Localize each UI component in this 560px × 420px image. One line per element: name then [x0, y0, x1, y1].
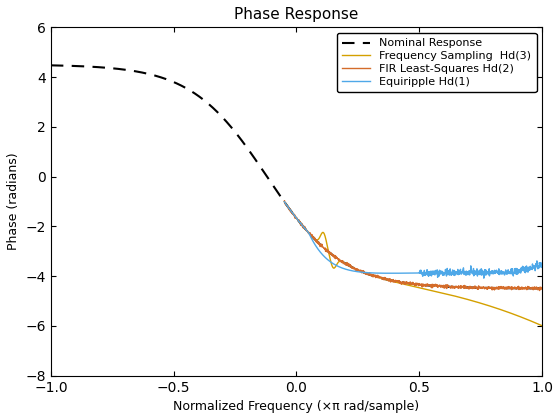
- Line: Nominal Response: Nominal Response: [51, 66, 542, 289]
- Title: Phase Response: Phase Response: [234, 7, 358, 22]
- FIR Least-Squares Hd(2): [286, 207, 293, 212]
- Frequency Sampling  Hd(3): [434, 289, 441, 294]
- Y-axis label: Phase (radians): Phase (radians): [7, 152, 20, 250]
- Frequency Sampling  Hd(3): [524, 317, 531, 322]
- Nominal Response: [48, 63, 54, 68]
- Equiripple Hd(1): [286, 207, 293, 212]
- Equiripple Hd(1): [524, 265, 531, 270]
- Nominal Response: [273, 188, 280, 193]
- Equiripple Hd(1): [539, 265, 545, 270]
- FIR Least-Squares Hd(2): [524, 286, 531, 291]
- Legend: Nominal Response, Frequency Sampling  Hd(3), FIR Least-Squares Hd(2), Equiripple: Nominal Response, Frequency Sampling Hd(…: [337, 33, 536, 92]
- FIR Least-Squares Hd(2): [525, 284, 531, 289]
- FIR Least-Squares Hd(2): [539, 285, 545, 290]
- Frequency Sampling  Hd(3): [525, 317, 531, 322]
- Nominal Response: [524, 286, 531, 291]
- FIR Least-Squares Hd(2): [434, 282, 441, 287]
- Equiripple Hd(1): [525, 266, 531, 271]
- Nominal Response: [73, 63, 80, 68]
- Nominal Response: [525, 286, 531, 291]
- Line: Frequency Sampling  Hd(3): Frequency Sampling Hd(3): [284, 202, 542, 326]
- Nominal Response: [286, 207, 293, 212]
- Line: FIR Least-Squares Hd(2): FIR Least-Squares Hd(2): [284, 201, 542, 291]
- Equiripple Hd(1): [434, 275, 441, 280]
- X-axis label: Normalized Frequency (×π rad/sample): Normalized Frequency (×π rad/sample): [174, 400, 419, 413]
- Nominal Response: [434, 284, 441, 289]
- Frequency Sampling  Hd(3): [539, 323, 545, 328]
- Frequency Sampling  Hd(3): [286, 207, 293, 212]
- Nominal Response: [539, 286, 545, 291]
- Line: Equiripple Hd(1): Equiripple Hd(1): [284, 202, 542, 278]
